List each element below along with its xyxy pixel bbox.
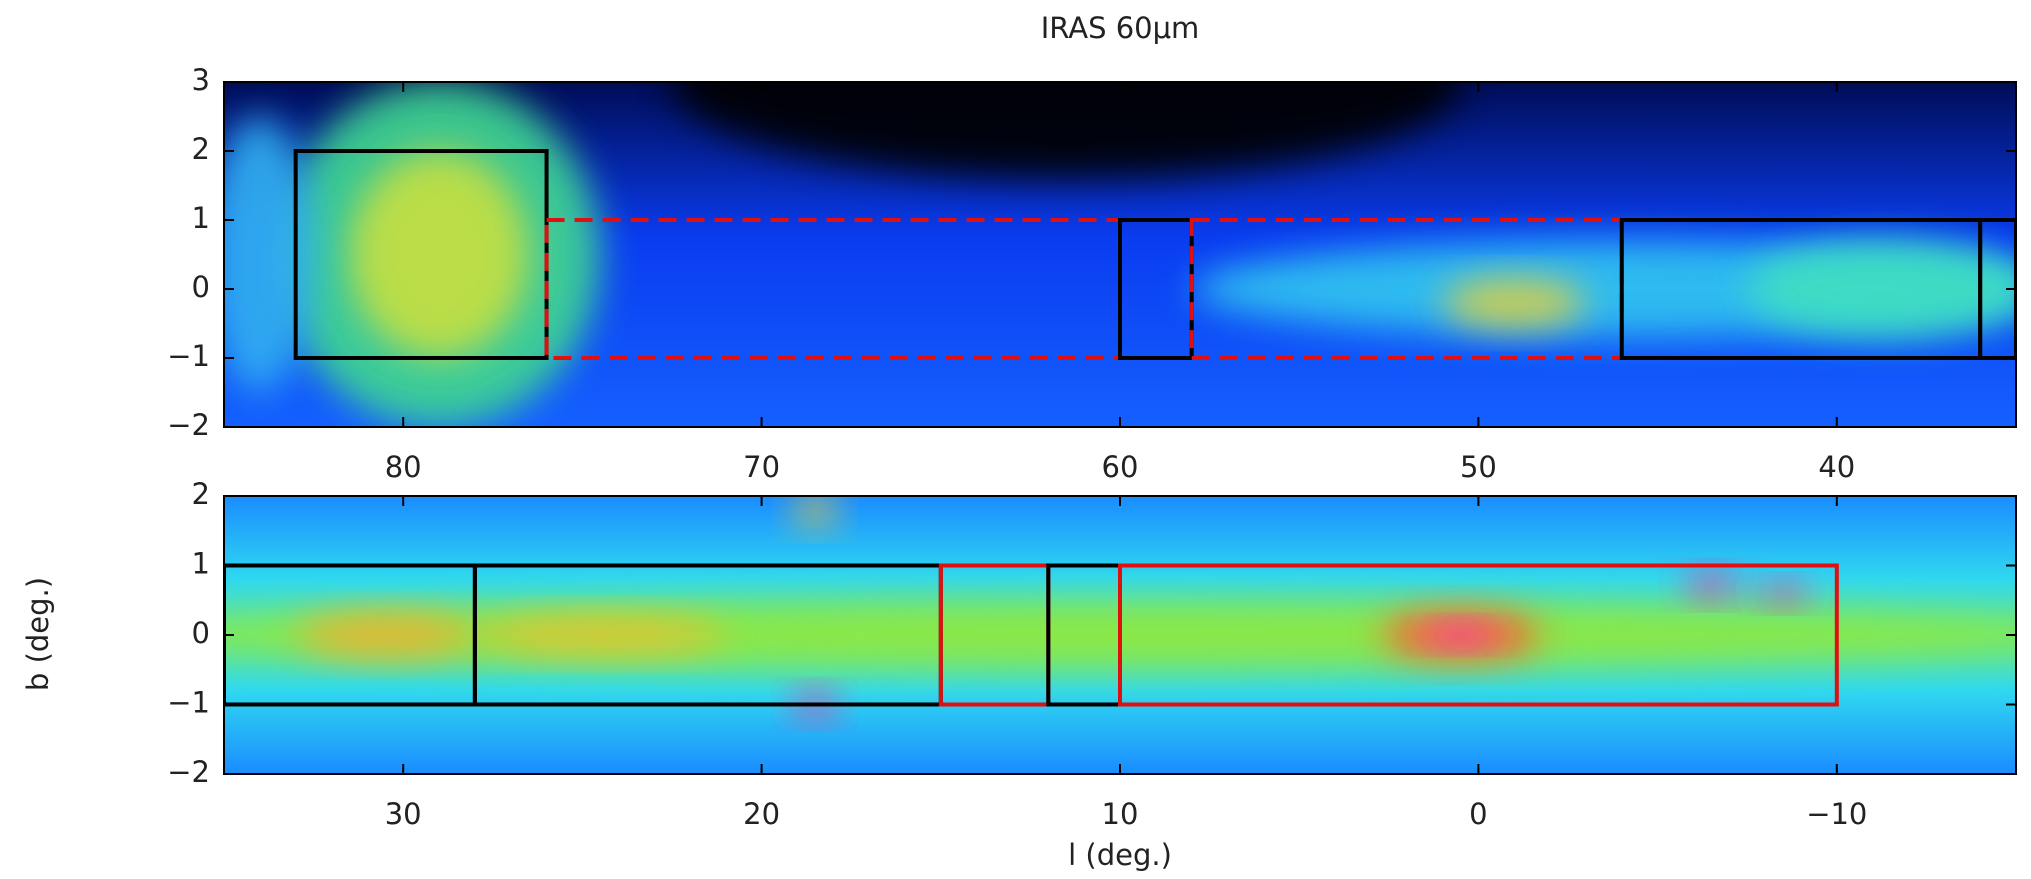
region-box	[1118, 563, 1839, 707]
x-tick-label: 0	[1469, 797, 1487, 831]
emission	[1756, 582, 1810, 605]
emission	[1684, 571, 1739, 599]
x-tick-label: −10	[1806, 797, 1867, 831]
emission	[224, 116, 314, 393]
emission	[474, 615, 726, 655]
emission	[1442, 278, 1586, 327]
image-panel	[224, 82, 2016, 427]
x-axis-label: l (deg.)	[1068, 838, 1172, 872]
emission	[349, 151, 529, 358]
emission	[1421, 623, 1500, 647]
region-box	[1189, 218, 1624, 360]
y-tick-label: −2	[167, 755, 210, 789]
x-tick-label: 40	[1818, 450, 1855, 484]
y-tick-label: 2	[192, 132, 210, 166]
emission	[295, 612, 475, 658]
y-tick-label: 1	[192, 547, 210, 581]
x-tick-label: 50	[1460, 450, 1497, 484]
x-tick-label: 30	[385, 797, 422, 831]
x-tick-label: 10	[1102, 797, 1139, 831]
y-tick-label: 3	[192, 63, 210, 97]
y-tick-label: 2	[192, 477, 210, 511]
emission	[672, 82, 1461, 179]
y-tick-label: −1	[167, 339, 210, 373]
chart-title: IRAS 60μm	[1041, 11, 1200, 45]
region-box	[544, 218, 1122, 360]
y-tick-label: 0	[192, 616, 210, 650]
emission	[793, 496, 837, 527]
x-tick-label: 80	[385, 450, 422, 484]
x-tick-label: 20	[743, 797, 780, 831]
y-axis-label: b (deg.)	[21, 577, 55, 691]
image-panel	[224, 496, 2016, 774]
emission	[1747, 240, 2016, 338]
y-tick-label: −1	[167, 686, 210, 720]
x-tick-label: 70	[743, 450, 780, 484]
y-tick-label: 1	[192, 201, 210, 235]
region-box	[1978, 218, 2016, 360]
y-tick-label: −2	[167, 408, 210, 442]
x-tick-label: 60	[1102, 450, 1139, 484]
y-tick-label: 0	[192, 270, 210, 304]
